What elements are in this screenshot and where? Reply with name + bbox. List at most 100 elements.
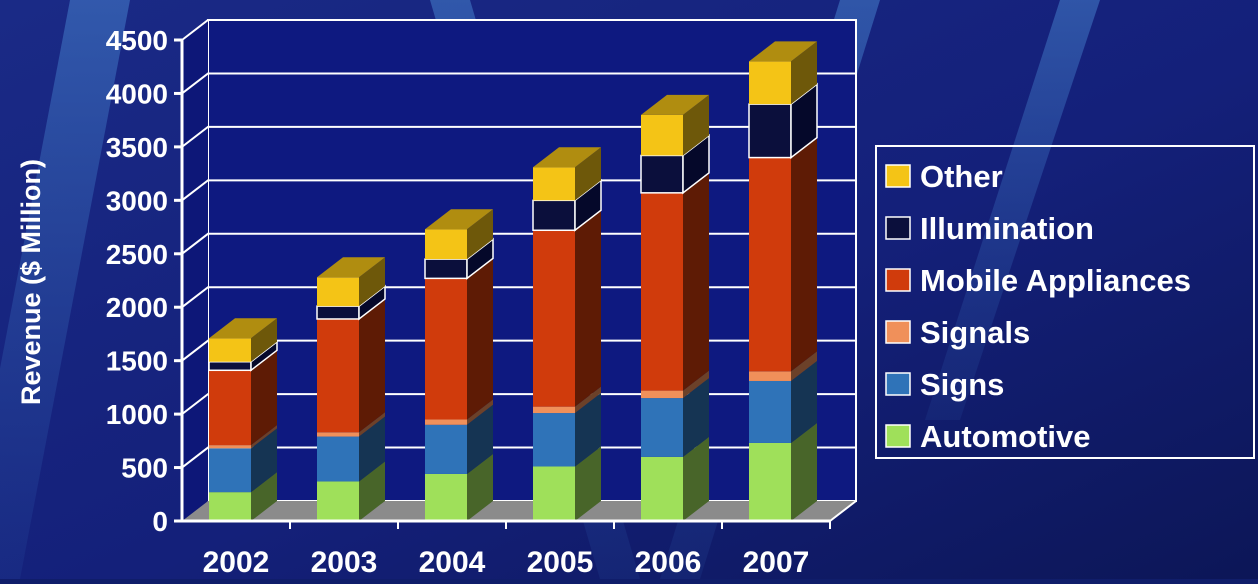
y-tick-label: 2000 <box>106 292 168 323</box>
x-tick-label: 2004 <box>419 546 486 579</box>
y-tick-label: 3000 <box>106 185 168 216</box>
bar-segment-mobile-appliances-2006 <box>641 192 683 391</box>
legend-swatch <box>885 216 911 240</box>
bar-side <box>575 210 601 407</box>
bar-side <box>467 258 493 420</box>
gridline <box>181 179 856 202</box>
bar-segment-signs-2003 <box>317 436 359 482</box>
bar-segment-signs-2004 <box>425 424 467 474</box>
legend-swatch <box>885 424 911 448</box>
legend-swatch <box>885 372 911 396</box>
legend-item-illumination: Illumination <box>885 211 1094 246</box>
x-tick-label: 2002 <box>203 546 270 579</box>
bar-segment-illumination-2006 <box>640 154 684 194</box>
bar-segment-mobile-appliances-2007 <box>749 157 791 372</box>
y-tick-label: 4500 <box>106 25 168 56</box>
bar-side <box>251 425 277 449</box>
legend-item-signs: Signs <box>885 367 1004 402</box>
bar-top <box>425 209 493 230</box>
bar-side <box>359 461 385 521</box>
legend-label: Automotive <box>920 419 1091 454</box>
bar-segment-automotive-2005 <box>533 466 575 521</box>
gridline <box>181 286 856 309</box>
bar-segment-signs-2002 <box>209 448 251 493</box>
bar-side <box>359 416 385 482</box>
gridline <box>181 339 856 362</box>
bar-segment-other-2005 <box>533 167 575 201</box>
x-tick-label: 2005 <box>527 546 594 579</box>
y-tick-label: 2500 <box>106 239 168 270</box>
bar-side <box>359 298 385 433</box>
bar-segment-other-2006 <box>641 114 683 156</box>
bar-segment-signals-2007 <box>749 371 791 381</box>
floor-edge <box>829 500 857 522</box>
y-tick-label: 1000 <box>106 399 168 430</box>
bar-side <box>683 94 709 156</box>
bar-side <box>251 472 277 521</box>
bar-stack-2007 <box>748 41 818 521</box>
bar-side <box>683 172 709 391</box>
bar-stack-2004 <box>424 209 494 521</box>
bar-segment-illumination-2007 <box>748 103 792 159</box>
y-axis-label: Revenue ($ Million) <box>16 159 46 405</box>
bar-side <box>251 428 277 493</box>
y-tick-label: 3500 <box>106 132 168 163</box>
bar-segment-illumination-2005 <box>532 199 576 232</box>
legend-item-other: Other <box>885 159 1003 194</box>
bar-side <box>575 446 601 521</box>
bar-segment-mobile-appliances-2003 <box>317 318 359 433</box>
legend-swatch <box>885 320 911 344</box>
gridline <box>181 72 856 95</box>
x-tick-label: 2007 <box>743 546 810 579</box>
bar-side <box>467 209 493 260</box>
bar-segment-other-2002 <box>209 338 251 362</box>
bar-segment-mobile-appliances-2002 <box>209 370 251 446</box>
bar-stack-2003 <box>316 257 386 521</box>
bar-segment-signals-2006 <box>641 390 683 399</box>
bar-segment-signals-2005 <box>533 406 575 414</box>
bar-stack-2002 <box>208 318 278 521</box>
bar-segment-signals-2003 <box>317 432 359 437</box>
bar-side <box>251 350 277 446</box>
side-wall <box>182 20 208 521</box>
bar-side <box>791 137 817 372</box>
legend-label: Signals <box>920 315 1030 350</box>
gridline <box>181 125 856 148</box>
bar-side <box>575 393 601 467</box>
bar-side <box>791 351 817 381</box>
bar-segment-other-2003 <box>317 277 359 307</box>
bar-segment-signs-2006 <box>641 398 683 457</box>
bar-segment-other-2004 <box>425 229 467 260</box>
bar-stack-2005 <box>532 147 602 521</box>
gridline <box>181 393 856 415</box>
bar-side <box>467 404 493 474</box>
gridline <box>181 232 856 255</box>
bar-segment-signs-2005 <box>533 413 575 467</box>
bar-side <box>251 318 277 362</box>
bar-segment-mobile-appliances-2004 <box>425 278 467 420</box>
bar-segment-automotive-2006 <box>641 456 683 521</box>
bar-segment-illumination-2004 <box>424 258 468 280</box>
legend-swatch <box>885 164 911 188</box>
y-tick-label: 500 <box>121 453 168 484</box>
bar-side <box>683 436 709 521</box>
bar-stacks <box>208 41 818 521</box>
x-tick-label: 2003 <box>311 546 378 579</box>
bar-top <box>317 257 385 278</box>
bar-side <box>575 147 601 201</box>
background-streak <box>0 0 130 579</box>
bar-side <box>791 422 817 521</box>
bar-top <box>533 147 601 168</box>
bar-segment-mobile-appliances-2005 <box>533 230 575 407</box>
legend: Other Illumination Mobile Appliances Signal… <box>875 145 1255 459</box>
legend-label: Signs <box>920 367 1004 402</box>
bar-side <box>683 370 709 399</box>
bar-side <box>575 386 601 414</box>
bar-side <box>359 257 385 307</box>
legend-item-automotive: Automotive <box>885 419 1091 454</box>
bar-side <box>466 237 494 280</box>
gridline <box>181 19 856 41</box>
bar-top <box>641 94 709 115</box>
